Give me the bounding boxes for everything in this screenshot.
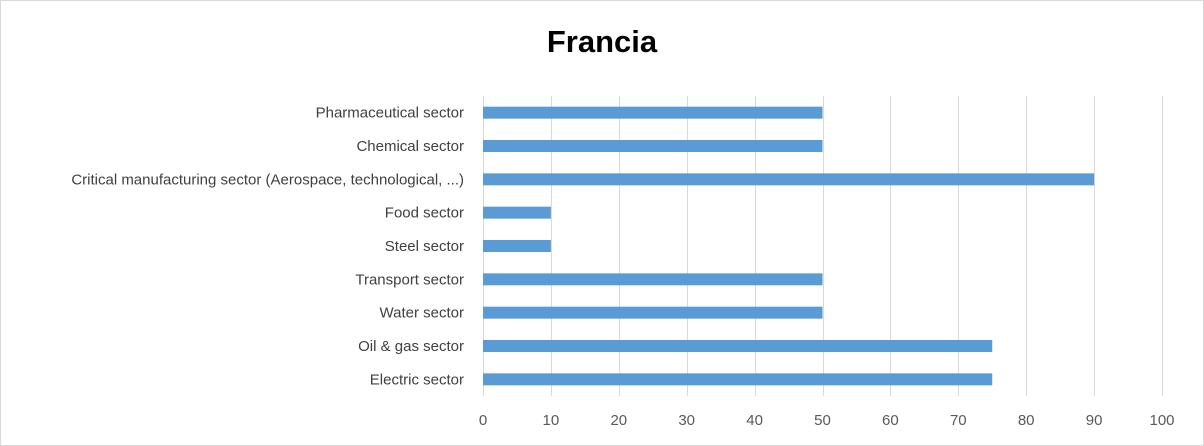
x-tick-label: 60 [882,412,899,429]
chart-title: Francia [546,24,658,59]
category-labels: Pharmaceutical sector Chemical sector Crit… [71,105,464,389]
category-label: Oil & gas sector [358,338,464,355]
x-tick-label: 40 [746,412,763,429]
category-label: Water sector [380,305,464,322]
bar [483,140,823,152]
category-label: Pharmaceutical sector [316,105,464,122]
category-label: Steel sector [385,238,464,255]
x-tick-label: 100 [1149,412,1174,429]
x-tick-label: 0 [479,412,487,429]
bar [483,173,1095,186]
category-label: Critical manufacturing sector (Aerospace… [71,171,464,188]
category-label: Food sector [385,205,464,222]
x-tick-label: 70 [950,412,967,429]
x-tick-label: 80 [1018,412,1035,429]
bar [483,273,823,286]
bar [483,340,993,352]
x-axis-tick-labels: 0 10 20 30 40 50 60 70 80 90 100 [479,412,1175,429]
bar [483,306,823,319]
category-label: Chemical sector [356,138,464,155]
bar [483,373,993,386]
x-tick-label: 30 [678,412,695,429]
bar [483,206,551,219]
x-tick-label: 90 [1086,412,1103,429]
x-tick-label: 20 [610,412,627,429]
x-tick-label: 10 [543,412,560,429]
bar [483,106,823,119]
bars [483,106,1095,386]
category-label: Transport sector [355,271,464,288]
bar [483,240,551,252]
category-label: Electric sector [370,371,464,388]
x-tick-label: 50 [814,412,831,429]
